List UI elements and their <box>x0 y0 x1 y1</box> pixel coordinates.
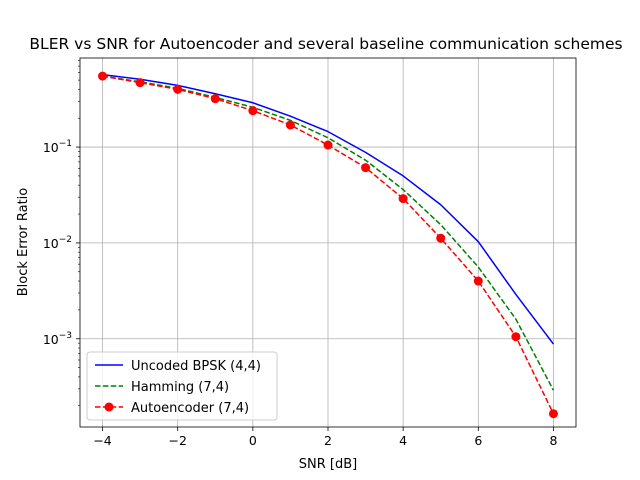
x-tick-label: 4 <box>399 433 407 448</box>
data-point-marker <box>248 106 258 116</box>
x-tick-label: −2 <box>168 433 186 448</box>
data-point-marker <box>473 276 483 286</box>
data-point-marker <box>548 409 558 419</box>
x-axis-label: SNR [dB] <box>299 457 357 472</box>
data-point-marker <box>285 120 295 130</box>
data-point-marker <box>210 94 220 104</box>
data-point-marker <box>436 233 446 243</box>
x-tick-label: 2 <box>324 433 332 448</box>
legend-label-2: Hamming (7,4) <box>131 380 229 395</box>
legend-label-1: Uncoded BPSK (4,4) <box>131 359 261 374</box>
x-tick-label: 8 <box>549 433 557 448</box>
series-layer <box>98 71 558 419</box>
y-tick-label: 10−1 <box>43 139 72 155</box>
data-point-marker <box>361 163 371 173</box>
grid-lines <box>80 58 576 427</box>
chart-title: BLER vs SNR for Autoencoder and several … <box>29 35 622 53</box>
data-point-marker <box>98 71 108 81</box>
legend-marker <box>104 402 114 412</box>
legend-label-3: Autoencoder (7,4) <box>131 401 249 416</box>
y-axis-label: Block Error Ratio <box>16 188 31 297</box>
data-point-marker <box>173 84 183 94</box>
x-tick-label: 0 <box>249 433 257 448</box>
axis-ticks: −4 −2 0 2 4 6 8 10−3 10−2 10−1 <box>43 60 557 448</box>
x-tick-label: −4 <box>93 433 111 448</box>
x-tick-label: 6 <box>474 433 482 448</box>
legend-box <box>86 351 278 421</box>
legend: Uncoded BPSK (4,4) Hamming (7,4) Autoencod… <box>86 351 278 421</box>
y-tick-label: 10−3 <box>43 331 72 347</box>
data-point-marker <box>398 194 408 204</box>
y-tick-label: 10−2 <box>43 235 72 251</box>
data-point-marker <box>511 332 521 342</box>
data-point-marker <box>323 140 333 150</box>
data-point-marker <box>135 78 145 88</box>
